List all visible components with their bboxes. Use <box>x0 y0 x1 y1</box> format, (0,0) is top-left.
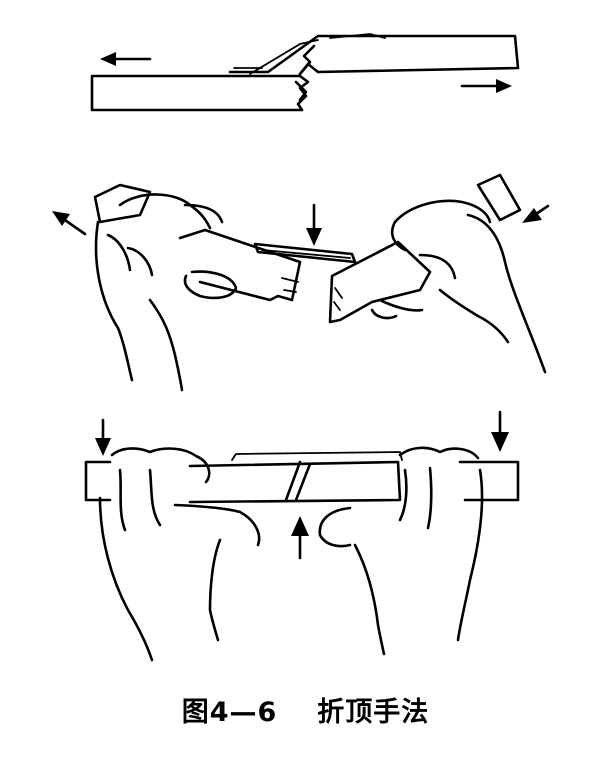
arrow-up-center-icon <box>291 516 309 560</box>
panel-middle-hands <box>52 173 550 392</box>
arrow-down-left-icon-2 <box>95 418 111 456</box>
panel-top-plates <box>90 33 520 112</box>
panel-bottom-hands <box>84 410 520 662</box>
figure-title: 折顶手法 <box>317 697 430 728</box>
arrow-down-left-icon <box>522 204 550 223</box>
arrow-left-icon <box>100 52 152 66</box>
arrow-up-left-icon <box>52 211 87 236</box>
arrow-down-right-icon <box>491 410 509 452</box>
figure-number: 图4—6 <box>181 697 278 728</box>
figure-caption: 图4—6 折顶手法 <box>0 690 611 729</box>
arrow-down-icon <box>306 203 322 246</box>
arrow-right-icon <box>460 79 512 93</box>
